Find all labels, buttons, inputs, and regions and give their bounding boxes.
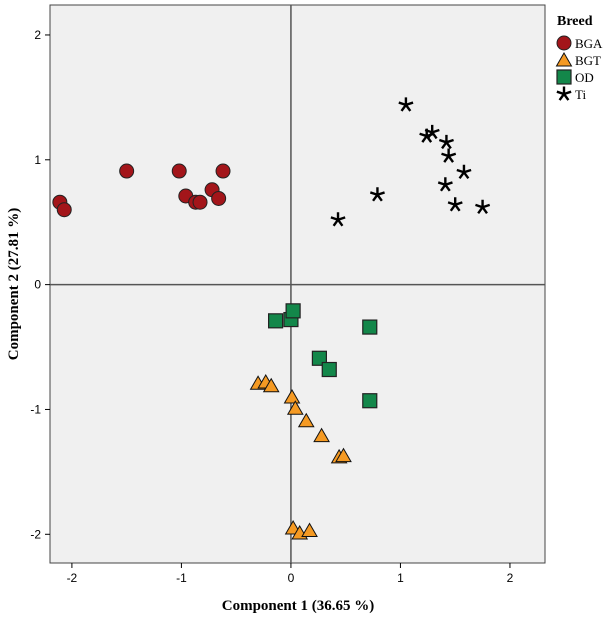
data-point-ti: [475, 199, 491, 215]
data-point-ti: [447, 197, 463, 212]
data-point-ti: [441, 148, 457, 163]
x-axis-label: Component 1 (36.65 %): [222, 598, 375, 614]
legend-marker-ti: [556, 86, 572, 101]
data-point-bgt: [313, 427, 330, 443]
legend-marker-od: [556, 69, 572, 85]
data-point-bga: [215, 163, 231, 179]
y-tick-label: -1: [30, 402, 41, 416]
data-point-od: [321, 361, 337, 378]
y-tick-label: 1: [34, 153, 41, 167]
data-point-ti: [424, 124, 440, 140]
x-tick-label: -2: [67, 571, 78, 585]
y-tick-label: 0: [34, 278, 41, 292]
data-point-od: [362, 319, 378, 335]
data-point-od: [267, 313, 284, 329]
data-point-bgt: [286, 400, 304, 415]
y-axis-label: Component 2 (27.81 %): [6, 208, 22, 361]
data-point-bgt: [301, 522, 318, 538]
legend-label-ti: Ti: [575, 87, 586, 102]
x-tick-label: 2: [507, 571, 514, 585]
legend-label-bga: BGA: [575, 36, 603, 51]
legend-label-od: OD: [575, 70, 594, 85]
data-point-bga: [119, 163, 135, 179]
data-point-ti: [398, 97, 414, 112]
y-tick-label: -2: [30, 527, 41, 541]
x-tick-label: -1: [176, 571, 187, 585]
data-point-ti: [438, 134, 454, 150]
x-tick-label: 1: [397, 571, 404, 585]
data-point-od: [362, 393, 378, 409]
legend: Breed BGA BGT OD Ti: [555, 14, 603, 102]
legend-label-bgt: BGT: [575, 53, 601, 68]
data-point-bga: [171, 163, 187, 179]
data-point-ti: [456, 164, 472, 180]
data-point-ti: [437, 177, 453, 192]
data-point-bga: [192, 194, 208, 210]
y-tick-label: 2: [34, 28, 41, 42]
legend-title: Breed: [557, 14, 593, 29]
data-point-bgt: [335, 447, 352, 463]
data-point-od: [285, 303, 301, 319]
legend-marker-bgt: [555, 51, 573, 67]
data-point-ti: [330, 212, 346, 227]
data-point-bgt: [297, 412, 315, 428]
legend-marker-bga: [556, 35, 572, 51]
data-point-bga: [211, 190, 227, 206]
data-point-bgt: [262, 377, 280, 393]
data-point-od: [311, 350, 328, 366]
data-point-ti: [369, 187, 385, 202]
x-tick-label: 0: [288, 571, 295, 585]
data-point-bgt: [283, 388, 301, 404]
data-point-bga: [56, 202, 72, 218]
